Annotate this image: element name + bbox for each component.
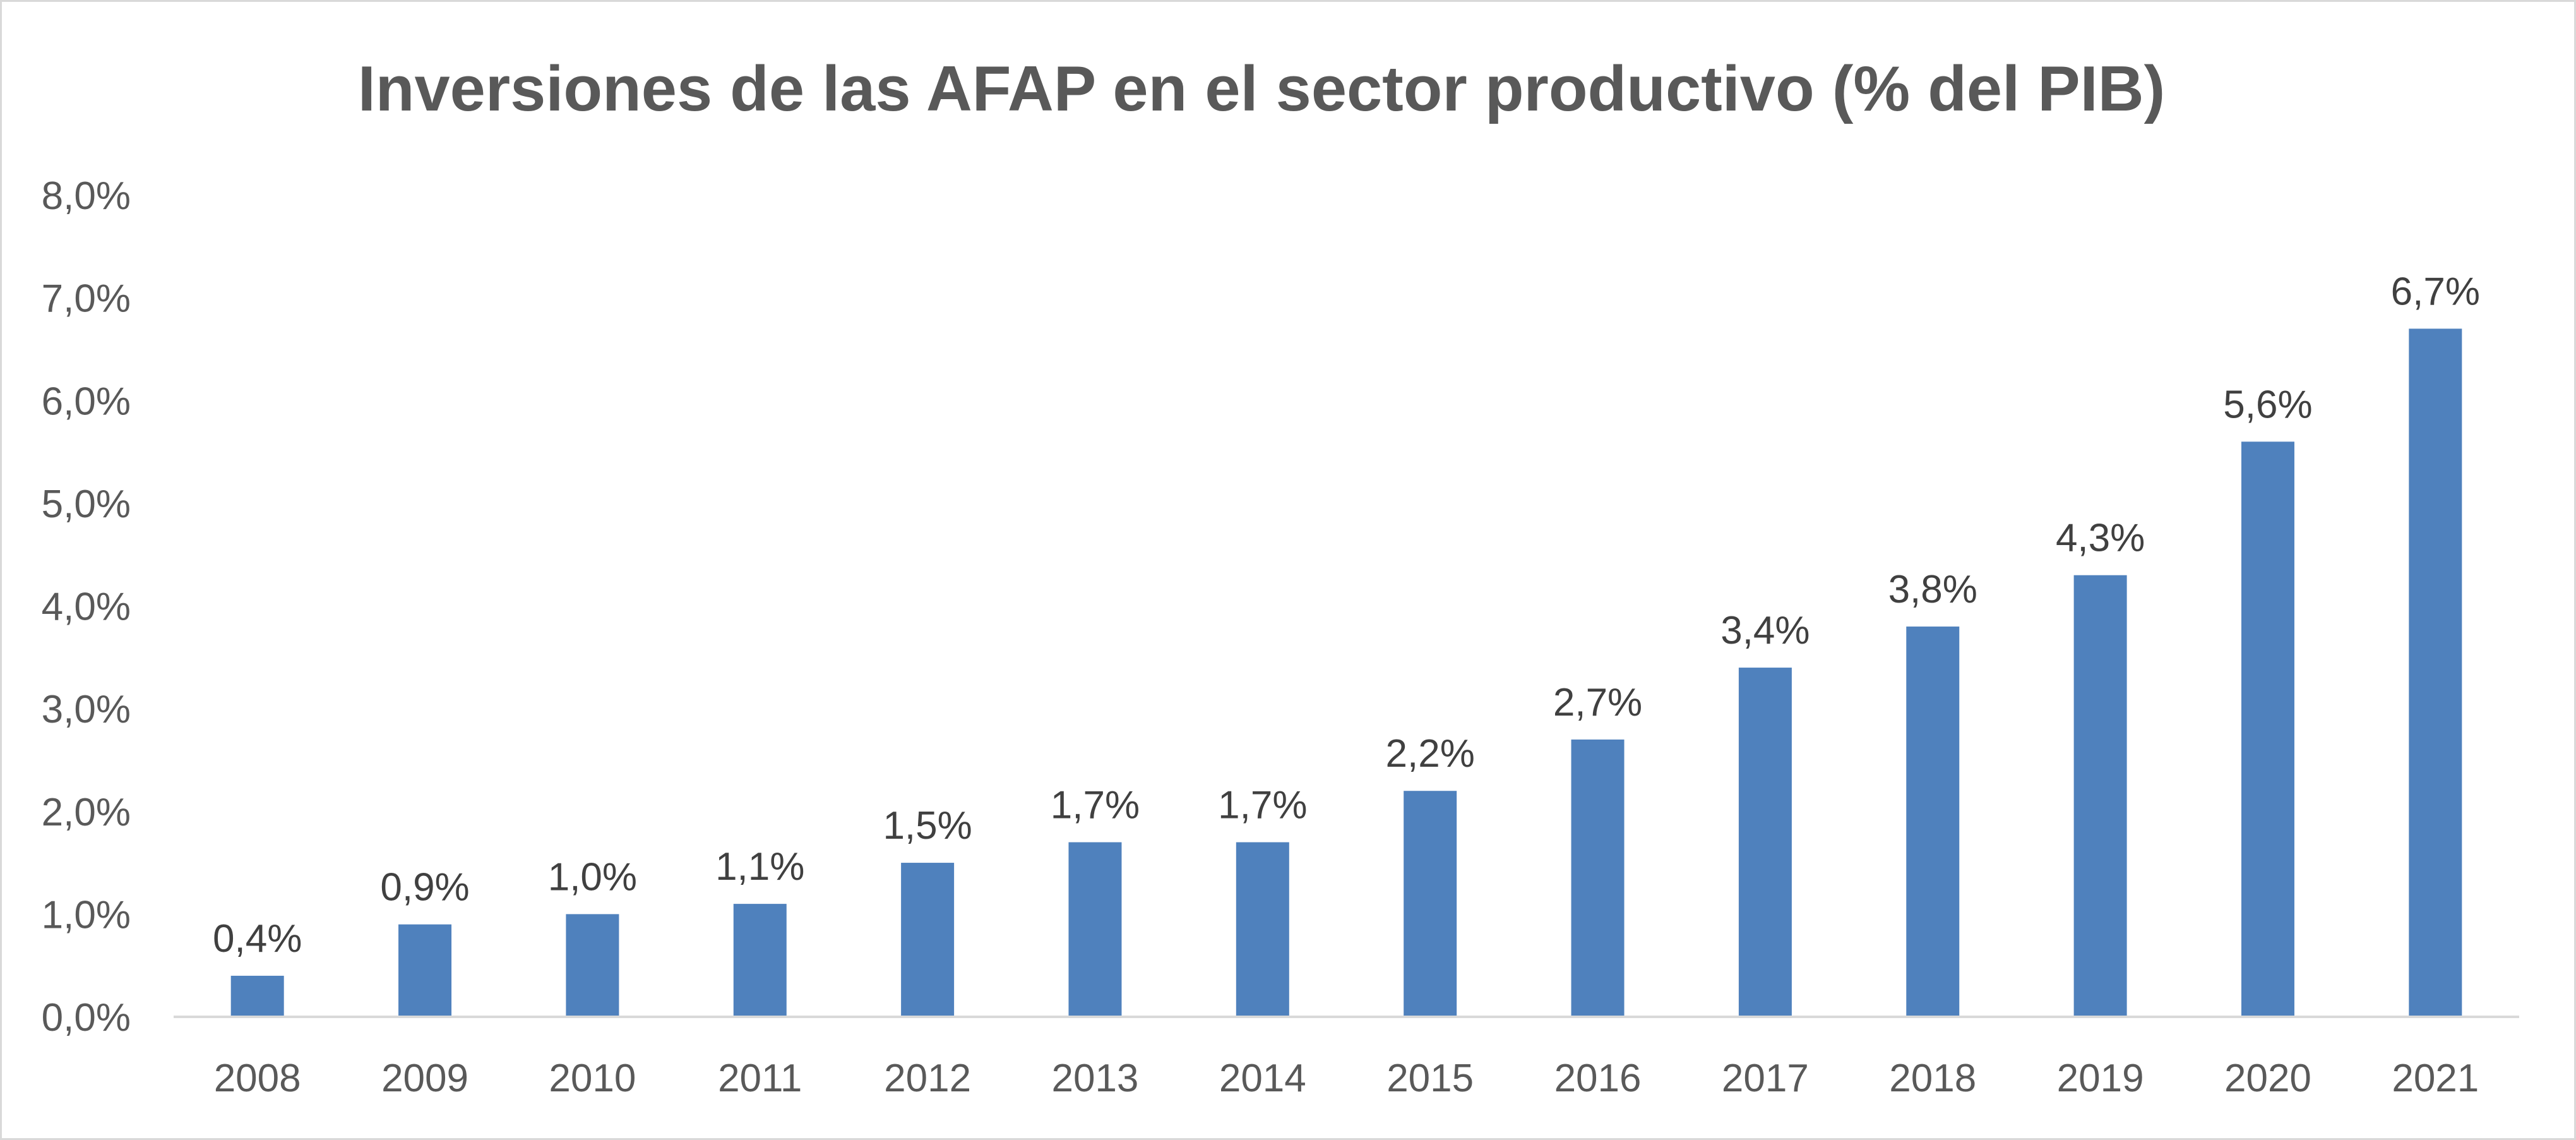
- x-tick-label: 2009: [381, 1057, 468, 1100]
- bar: [733, 904, 787, 1017]
- data-label: 1,1%: [715, 845, 804, 889]
- bar: [1068, 842, 1122, 1017]
- bars: [230, 328, 2462, 1017]
- bar: [2241, 441, 2294, 1017]
- data-labels: 0,4% 0,9% 1,0% 1,1% 1,5% 1,7% 1,7% 2,2% 2,7% 3,4%…: [213, 270, 2480, 961]
- data-label: 1,5%: [883, 804, 972, 848]
- data-label: 5,6%: [2223, 383, 2312, 426]
- y-tick-label: 0,0%: [42, 996, 131, 1040]
- bar: [566, 914, 619, 1017]
- data-label: 4,3%: [2056, 517, 2145, 560]
- x-tick-label: 2018: [1889, 1057, 1976, 1100]
- bar: [901, 863, 955, 1017]
- x-tick-label: 2015: [1386, 1057, 1474, 1100]
- data-label: 3,8%: [1888, 568, 1977, 611]
- x-tick-label: 2019: [2057, 1057, 2144, 1100]
- bar: [1571, 739, 1625, 1017]
- bar: [2073, 575, 2127, 1017]
- x-tick-label: 2008: [214, 1057, 301, 1100]
- x-tick-label: 2013: [1051, 1057, 1138, 1100]
- y-tick-label: 6,0%: [42, 380, 131, 423]
- y-tick-label: 2,0%: [42, 791, 131, 834]
- bar: [1738, 668, 1792, 1017]
- x-axis-tick-labels: 2008 2009 2010 2011 2012 2013 2014 2015 2016 2017…: [214, 1057, 2479, 1100]
- y-tick-label: 5,0%: [42, 483, 131, 526]
- bar: [1906, 627, 1960, 1017]
- x-tick-label: 2014: [1219, 1057, 1306, 1100]
- data-label: 3,4%: [1720, 609, 1810, 652]
- bar: [2409, 328, 2462, 1017]
- x-tick-label: 2016: [1554, 1057, 1642, 1100]
- x-tick-label: 2012: [884, 1057, 971, 1100]
- y-tick-label: 8,0%: [42, 174, 131, 218]
- data-label: 2,7%: [1553, 681, 1642, 724]
- data-label: 0,4%: [213, 917, 302, 961]
- y-tick-label: 4,0%: [42, 585, 131, 629]
- x-tick-label: 2020: [2224, 1057, 2311, 1100]
- data-label: 1,7%: [1051, 784, 1140, 827]
- data-label: 1,7%: [1218, 784, 1307, 827]
- data-label: 0,9%: [380, 866, 469, 909]
- y-tick-label: 1,0%: [42, 893, 131, 937]
- bar: [1236, 842, 1289, 1017]
- bar: [1404, 791, 1457, 1017]
- x-tick-label: 2021: [2392, 1057, 2479, 1100]
- data-label: 6,7%: [2391, 270, 2480, 313]
- bar: [398, 924, 452, 1017]
- chart-title: Inversiones de las AFAP en el sector pro…: [358, 54, 2165, 124]
- data-label: 2,2%: [1386, 732, 1475, 776]
- y-tick-label: 3,0%: [42, 688, 131, 731]
- x-tick-label: 2011: [718, 1057, 802, 1100]
- y-axis-tick-labels: 0,0% 1,0% 2,0% 3,0% 4,0% 5,0% 6,0% 7,0% 8,0%: [42, 174, 131, 1040]
- x-tick-label: 2017: [1722, 1057, 1809, 1100]
- data-label: 1,0%: [548, 855, 637, 899]
- y-tick-label: 7,0%: [42, 277, 131, 321]
- x-tick-label: 2010: [549, 1057, 636, 1100]
- bar: [230, 975, 284, 1017]
